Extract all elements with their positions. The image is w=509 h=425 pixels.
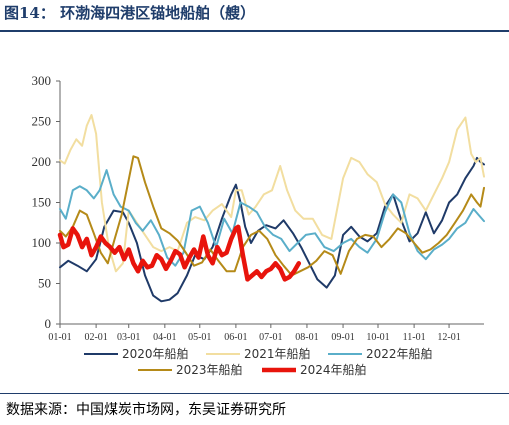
x-tick-label: 11-01 [403, 332, 426, 343]
line-chart: 0 50 100 150 200 250 300 01-01 02-01 03-01 04-01 05… [32, 73, 485, 377]
x-tick-label: 02-01 [84, 332, 107, 343]
y-tick-label: 50 [38, 276, 51, 291]
series-line-2 [59, 114, 485, 273]
x-tick-label: 08-01 [295, 332, 318, 343]
data-source: 数据来源：中国煤炭市场网，东吴证券研究所 [6, 402, 286, 418]
chart-series [57, 114, 485, 303]
series-line-3 [59, 169, 485, 267]
x-tick-label: 10-01 [366, 332, 389, 343]
x-tick-label: 06-01 [224, 332, 247, 343]
series-line-1 [59, 156, 485, 303]
legend-label-4: 2023年船舶 [176, 362, 243, 377]
y-tick-label: 200 [32, 154, 52, 169]
series-line-4 [59, 155, 485, 277]
y-tick-label: 0 [45, 316, 52, 331]
x-tick-label: 09-01 [331, 332, 354, 343]
y-tick-label: 150 [32, 195, 52, 210]
legend-label-1: 2020年船舶 [122, 346, 189, 361]
title-rule [0, 30, 509, 32]
y-tick-label: 250 [32, 114, 52, 129]
figure-title: 图14： 环渤海四港区锚地船舶（艘） [4, 4, 256, 22]
y-tick-label: 100 [32, 235, 52, 250]
legend-label-2: 2021年船舶 [244, 346, 311, 361]
legend-label-3: 2022年船舶 [366, 346, 433, 361]
x-tick-label: 03-01 [117, 332, 140, 343]
x-tick-label: 01-01 [48, 332, 71, 343]
x-tick-label: 12-01 [437, 332, 460, 343]
chart-axes: 0 50 100 150 200 250 300 01-01 02-01 03-01 04-01 05… [32, 73, 484, 343]
y-tick-label: 300 [32, 73, 52, 88]
x-tick-label: 04-01 [153, 332, 176, 343]
legend-label-5: 2024年船舶 [300, 362, 367, 377]
chart-legend: 2020年船舶 2021年船舶 2022年船舶 2023年船舶 2024年船舶 [84, 346, 433, 377]
x-tick-label: 07-01 [259, 332, 282, 343]
source-rule [0, 393, 509, 394]
x-tick-label: 05-01 [188, 332, 211, 343]
series-line-5 [57, 224, 302, 282]
